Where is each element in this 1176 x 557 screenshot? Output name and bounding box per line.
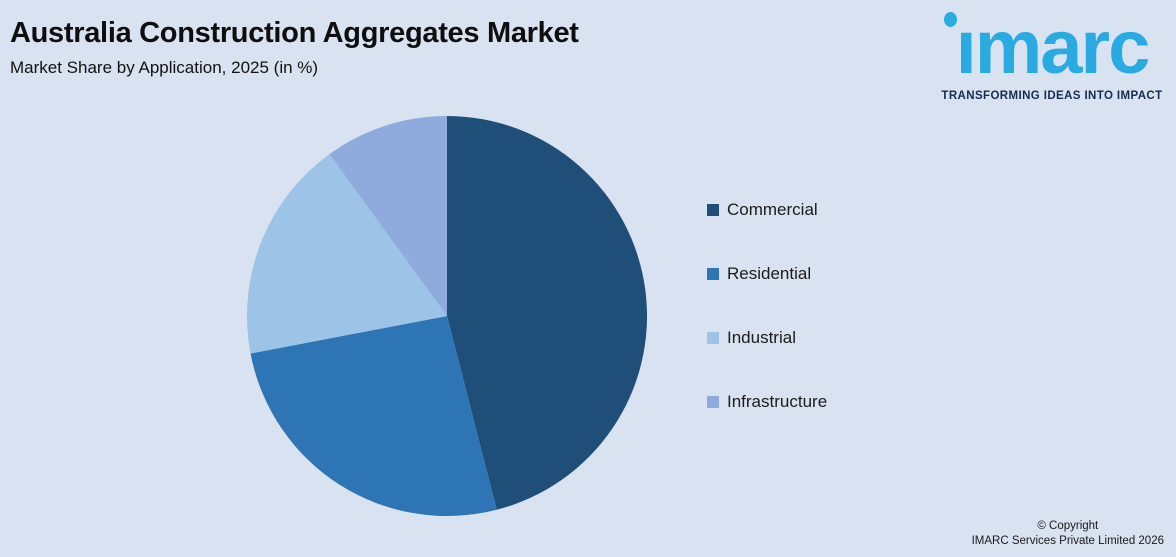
pie-slice-industrial: [246, 154, 447, 354]
copyright-line2: IMARC Services Private Limited 2026: [971, 535, 1164, 548]
legend-label: Residential: [727, 264, 812, 283]
pie-chart: [246, 116, 648, 517]
legend-label: Infrastructure: [727, 392, 828, 411]
pie-chart-svg: [246, 116, 648, 517]
legend-marker-icon: [707, 396, 719, 408]
chart-legend: Commercial Residential Industrial Infrastru…: [707, 199, 827, 455]
legend-label: Commercial: [727, 200, 818, 219]
copyright-line1: © Copyright: [1037, 520, 1099, 533]
imarc-logo-wordmark: ımarc: [955, 5, 1151, 90]
imarc-logo-tagline: TRANSFORMING IDEAS INTO IMPACT: [941, 90, 1163, 102]
legend-item-commercial: Commercial: [707, 199, 827, 221]
legend-marker-icon: [707, 268, 719, 280]
legend-marker-icon: [707, 332, 719, 344]
pie-slice-infrastructure: [329, 116, 447, 316]
legend-item-infrastructure: Infrastructure: [707, 391, 827, 413]
copyright-notice: © Copyright IMARC Services Private Limit…: [972, 519, 1164, 549]
pie-slice-residential: [250, 316, 497, 517]
imarc-logo: ımarc TRANSFORMING IDEAS INTO IMPACT: [934, 5, 1170, 103]
legend-item-residential: Residential: [707, 263, 827, 285]
chart-subtitle: Market Share by Application, 2025 (in %): [10, 58, 319, 77]
pie-slice-commercial: [447, 116, 648, 510]
imarc-logo-dot-icon: [944, 12, 957, 27]
legend-marker-icon: [707, 204, 719, 216]
legend-item-industrial: Industrial: [707, 327, 827, 349]
legend-label: Industrial: [727, 328, 796, 347]
page-title: Australia Construction Aggregates Market: [10, 17, 579, 49]
